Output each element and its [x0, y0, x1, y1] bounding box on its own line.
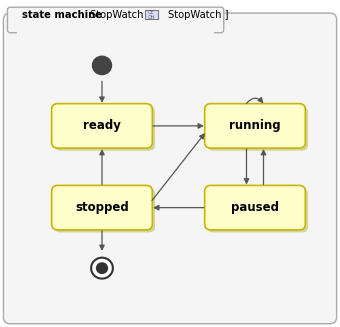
- Circle shape: [97, 263, 107, 273]
- Text: running: running: [229, 119, 281, 132]
- Text: CE
OH: CE OH: [148, 10, 155, 20]
- FancyBboxPatch shape: [54, 188, 155, 232]
- FancyBboxPatch shape: [3, 13, 337, 324]
- FancyBboxPatch shape: [52, 104, 152, 148]
- Text: StopWatch ]: StopWatch ]: [168, 10, 229, 20]
- Text: ready: ready: [83, 119, 121, 132]
- FancyBboxPatch shape: [7, 7, 224, 33]
- Text: stopped: stopped: [75, 201, 129, 214]
- Circle shape: [92, 56, 112, 75]
- FancyBboxPatch shape: [145, 10, 158, 19]
- FancyBboxPatch shape: [205, 104, 305, 148]
- Circle shape: [91, 258, 113, 279]
- FancyBboxPatch shape: [54, 106, 155, 151]
- FancyBboxPatch shape: [52, 185, 152, 230]
- Text: StopWatch [: StopWatch [: [90, 10, 151, 20]
- Text: paused: paused: [231, 201, 279, 214]
- FancyBboxPatch shape: [205, 185, 305, 230]
- Text: state machine: state machine: [22, 10, 102, 20]
- FancyBboxPatch shape: [17, 28, 214, 37]
- FancyBboxPatch shape: [207, 106, 308, 151]
- FancyBboxPatch shape: [207, 188, 308, 232]
